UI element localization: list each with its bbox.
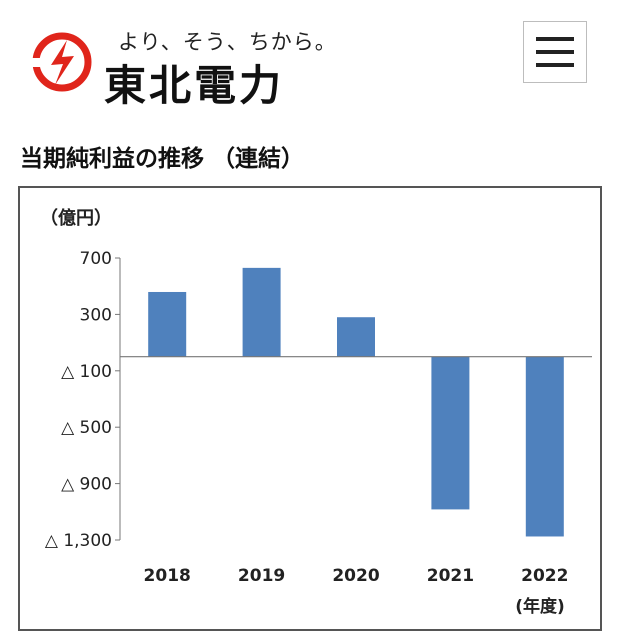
y-tick-label: 300: [80, 305, 112, 325]
bar: [337, 317, 375, 357]
chart-frame: （億円） (年度) 700 300 △ 100 △ 500 △ 900 △ 1,300 20…: [18, 186, 602, 631]
bar: [431, 356, 470, 510]
hamburger-menu-icon-bar: [536, 63, 574, 67]
menu-button[interactable]: [523, 21, 587, 83]
y-tick-label: 700: [80, 249, 112, 269]
bar: [525, 356, 564, 537]
x-category-label: 2021: [427, 566, 474, 586]
section-title: 当期純利益の推移 （連結）: [20, 146, 305, 172]
y-tick-label: △ 900: [61, 475, 112, 495]
x-category-label: 2019: [238, 566, 285, 586]
chart-unit-label: （億円）: [40, 207, 112, 229]
y-tick-label: △ 1,300: [45, 531, 112, 551]
y-tick-label: △ 100: [61, 362, 112, 382]
hamburger-menu-icon: [536, 37, 574, 41]
brand-name: 東北電力: [104, 61, 285, 110]
bar: [148, 291, 187, 357]
y-tick-label: △ 500: [61, 418, 112, 438]
tohoku-electric-logo-icon: [30, 32, 92, 92]
brand-logo[interactable]: より、そう、ちから。 東北電力: [26, 16, 336, 110]
chart-x-unit-label: (年度): [515, 596, 565, 617]
net-income-bar-chart: （億円） (年度) 700 300 △ 100 △ 500 △ 900 △ 1,300 20…: [40, 207, 592, 617]
brand-tagline: より、そう、ちから。: [118, 30, 337, 54]
hamburger-menu-icon-bar: [536, 50, 574, 54]
x-category-label: 2018: [144, 566, 191, 586]
x-category-label: 2022: [521, 566, 568, 586]
bar: [242, 267, 281, 357]
x-category-label: 2020: [332, 566, 379, 586]
